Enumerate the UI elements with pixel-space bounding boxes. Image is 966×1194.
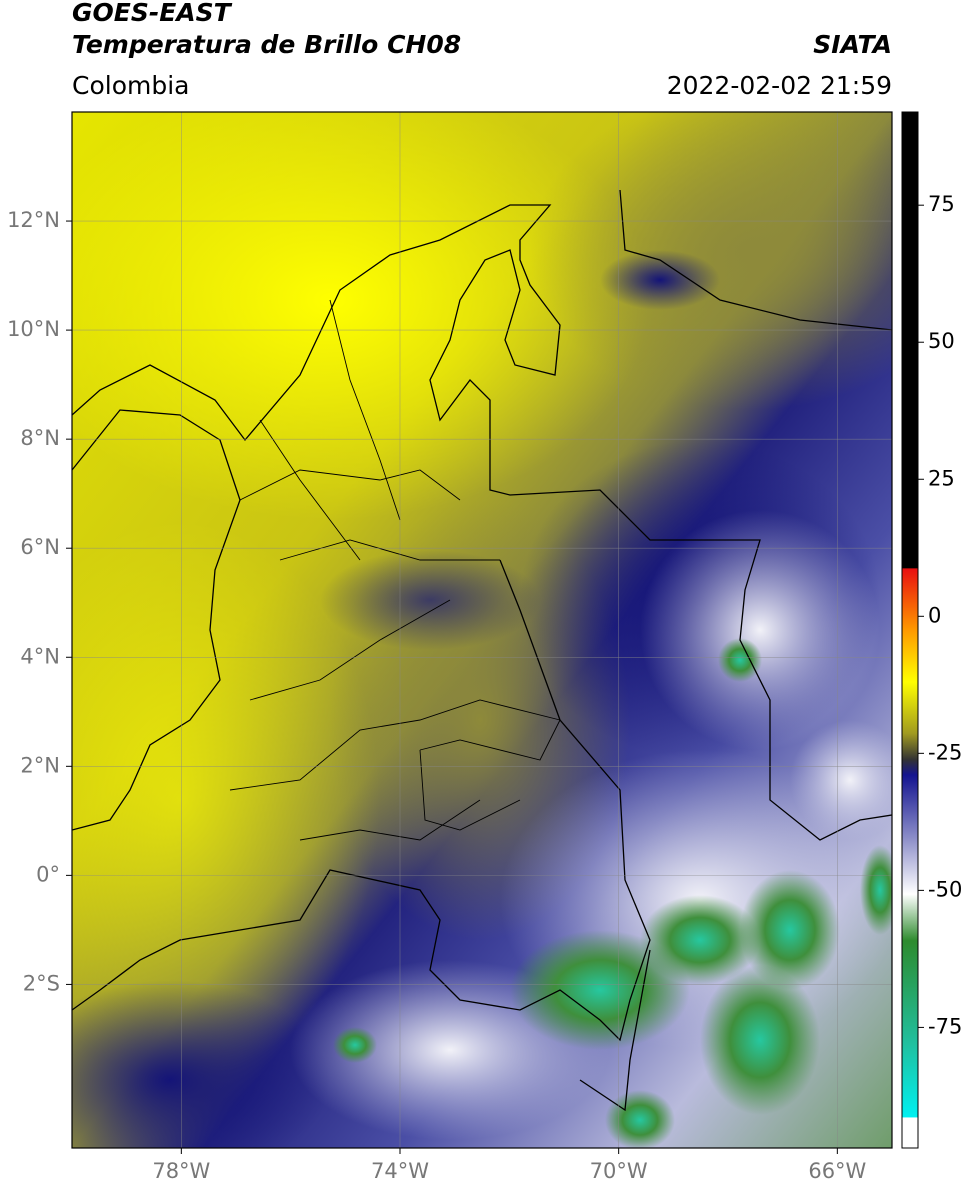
colorbar-tick-label: 50 bbox=[928, 329, 955, 353]
x-tick-label: 70°W bbox=[590, 1159, 648, 1183]
y-tick-label: 2°S bbox=[23, 971, 60, 995]
colorbar bbox=[901, 111, 919, 1149]
y-tick-label: 12°N bbox=[7, 208, 60, 232]
x-tick-label: 74°W bbox=[371, 1159, 429, 1183]
colorbar-tick-label: -25 bbox=[928, 740, 962, 764]
source: SIATA bbox=[813, 30, 892, 59]
colorbar-tick-label: -50 bbox=[928, 877, 962, 901]
product: Temperatura de Brillo CH08 bbox=[72, 30, 461, 59]
y-tick-label: 8°N bbox=[20, 426, 60, 450]
region: Colombia bbox=[72, 71, 189, 100]
y-tick-label: 0° bbox=[36, 862, 60, 886]
colorbar-tick-label: -75 bbox=[928, 1014, 962, 1038]
satellite-image bbox=[72, 112, 892, 1148]
satellite: GOES-EAST bbox=[72, 0, 233, 27]
colorbar-tick-label: 0 bbox=[928, 603, 941, 627]
datetime: 2022-02-02 21:59 bbox=[667, 71, 892, 100]
y-tick-label: 2°N bbox=[20, 753, 60, 777]
y-tick-label: 10°N bbox=[7, 317, 60, 341]
colorbar-tick-label: 75 bbox=[928, 192, 955, 216]
grid bbox=[72, 112, 892, 1148]
y-tick-label: 6°N bbox=[20, 535, 60, 559]
x-tick-label: 78°W bbox=[152, 1159, 210, 1183]
y-tick-label: 4°N bbox=[20, 644, 60, 668]
map-frame bbox=[71, 111, 893, 1149]
colorbar-tick-label: 25 bbox=[928, 466, 955, 490]
x-tick-label: 66°W bbox=[808, 1159, 866, 1183]
